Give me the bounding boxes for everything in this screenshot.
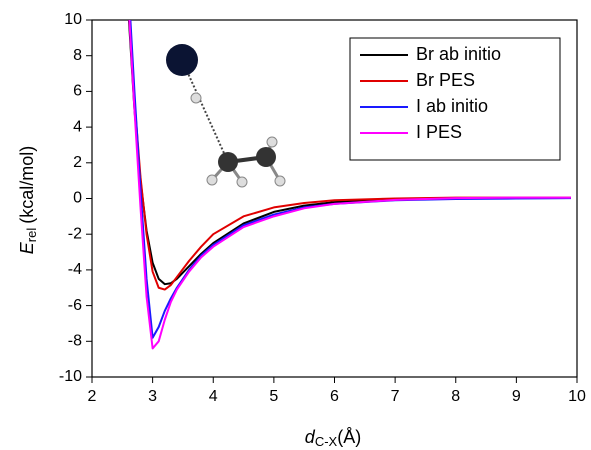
y-tick-label: -6 bbox=[68, 297, 82, 314]
x-tick-label: 3 bbox=[148, 388, 157, 405]
legend-label: I PES bbox=[416, 122, 462, 142]
y-tick-label: 0 bbox=[73, 190, 82, 207]
y-tick-label: 10 bbox=[64, 11, 82, 28]
y-tick-label: 2 bbox=[73, 154, 82, 171]
legend bbox=[349, 37, 561, 161]
legend-label: Br PES bbox=[416, 70, 475, 90]
y-tick-label: -4 bbox=[68, 261, 82, 278]
x-tick-label: 7 bbox=[391, 388, 400, 405]
y-axis-label: Erel(kcal/mol) bbox=[17, 146, 40, 254]
x-tick-label: 8 bbox=[451, 388, 460, 405]
y-tick-label: -10 bbox=[59, 368, 82, 385]
x-tick-label: 5 bbox=[269, 388, 278, 405]
series-line bbox=[128, 20, 571, 291]
x-tick-label: 4 bbox=[209, 388, 218, 405]
plot-lines bbox=[127, 20, 571, 350]
y-tick-label: -8 bbox=[68, 333, 82, 350]
y-tick-label: 8 bbox=[73, 47, 82, 64]
x-axis-label: dC-X(Å) bbox=[305, 427, 361, 450]
series-line bbox=[128, 20, 571, 350]
x-tick-label: 2 bbox=[88, 388, 97, 405]
x-tick-label: 6 bbox=[330, 388, 339, 405]
legend-label: I ab initio bbox=[416, 96, 488, 116]
y-tick-label: 4 bbox=[73, 118, 82, 135]
legend-label: Br ab initio bbox=[416, 44, 501, 64]
x-tick-label: 9 bbox=[512, 388, 521, 405]
y-tick-label: 6 bbox=[73, 83, 82, 100]
x-tick-label: 10 bbox=[568, 388, 586, 405]
molecule-inset bbox=[166, 44, 286, 188]
y-tick-label: -2 bbox=[68, 225, 82, 242]
